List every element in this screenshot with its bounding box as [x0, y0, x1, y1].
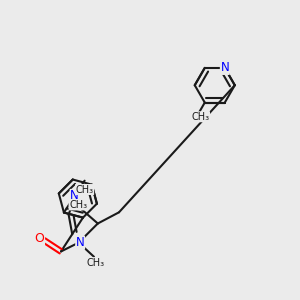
- Text: N: N: [220, 61, 229, 74]
- Text: N: N: [70, 190, 79, 202]
- Text: CH₃: CH₃: [69, 200, 87, 210]
- Text: CH₃: CH₃: [86, 258, 104, 268]
- Text: CH₃: CH₃: [191, 112, 210, 122]
- Text: CH₃: CH₃: [76, 184, 94, 194]
- Text: O: O: [34, 232, 44, 245]
- Text: N: N: [76, 236, 85, 249]
